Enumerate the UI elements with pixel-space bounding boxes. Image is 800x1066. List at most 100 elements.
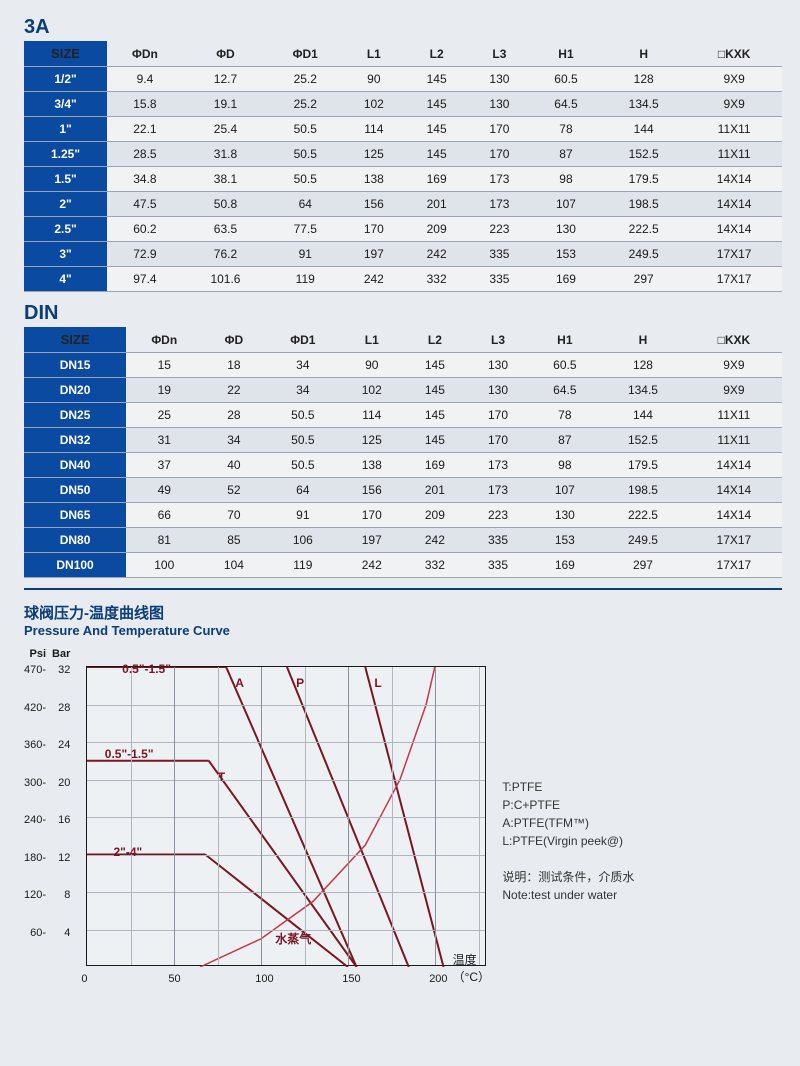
table-cell: 100 [126,553,202,578]
chart-annotation: 2"-4" [113,845,142,859]
table-cell: 31.8 [183,142,268,167]
table-cell: 169 [530,553,601,578]
y-tick-psi: 360- [24,739,46,751]
table-header-cell: H [600,327,686,353]
table-cell: 145 [405,117,468,142]
legend-item: L:PTFE(Virgin peek@) [502,832,634,850]
table-cell: 47.5 [107,192,183,217]
table-cell: 222.5 [601,217,686,242]
table-cell: 91 [268,242,342,267]
table-cell: 106 [265,528,340,553]
table-cell: 242 [340,553,403,578]
size-cell: 3/4" [24,92,107,117]
table-cell: 52 [202,478,265,503]
table-cell: 242 [342,267,405,292]
table-cell: 197 [342,242,405,267]
table-cell: 249.5 [600,528,686,553]
x-tick: 200 [429,973,447,985]
table-cell: 25.4 [183,117,268,142]
table-cell: 134.5 [601,92,686,117]
y-tick-bar: 24 [52,739,70,751]
table-cell: 145 [403,378,466,403]
table-cell: 9.4 [107,67,183,92]
table-cell: 201 [405,192,468,217]
table-cell: 97.4 [107,267,183,292]
table-cell: 50.5 [265,428,340,453]
table-row: DN151518349014513060.51289X9 [24,353,782,378]
table-cell: 64.5 [530,378,601,403]
table-cell: 50.5 [265,403,340,428]
table-cell: 332 [405,267,468,292]
table-cell: 223 [468,217,531,242]
chart-title-en: Pressure And Temperature Curve [24,623,782,638]
table-cell: 87 [531,142,601,167]
table-cell: 78 [530,403,601,428]
y-tick-bar: 4 [52,927,70,939]
table-cell: 173 [468,167,531,192]
table-row: 1/2"9.412.725.29014513060.51289X9 [24,67,782,92]
table-cell: 11X11 [686,142,782,167]
table-cell: 25 [126,403,202,428]
table-cell: 170 [466,403,529,428]
table-header-cell: SIZE [24,41,107,67]
table-cell: 128 [600,353,686,378]
table-cell: 134.5 [600,378,686,403]
x-tick: 0 [81,973,87,985]
table-cell: 34 [265,378,340,403]
table-cell: 102 [340,378,403,403]
size-cell: 1.5" [24,167,107,192]
table-row: 1"22.125.450.51141451707814411X11 [24,117,782,142]
y-tick-bar: 16 [52,814,70,826]
chart-annotation: L [374,676,381,690]
table-cell: 152.5 [600,428,686,453]
chart-area: Psi 470-420-360-300-240-180-120-60- Bar … [24,648,782,966]
table-cell: 87 [530,428,601,453]
size-cell: DN50 [24,478,126,503]
table-row: 1.25"28.531.850.512514517087152.511X11 [24,142,782,167]
table-header-cell: ΦD [183,41,268,67]
y-tick-psi: 120- [24,889,46,901]
legend-note-en: Note:test under water [502,886,634,904]
table-cell: 11X11 [686,117,782,142]
y-tick-bar: 12 [52,852,70,864]
table-cell: 145 [403,353,466,378]
table-cell: 63.5 [183,217,268,242]
size-cell: DN100 [24,553,126,578]
table-cell: 98 [531,167,601,192]
table-cell: 170 [468,142,531,167]
table-cell: 98 [530,453,601,478]
size-cell: DN25 [24,403,126,428]
table-cell: 40 [202,453,265,478]
table-cell: 138 [342,167,405,192]
table-cell: 130 [468,67,531,92]
chart-annotation: P [296,676,304,690]
table-cell: 153 [531,242,601,267]
size-cell: 1.25" [24,142,107,167]
table-cell: 297 [600,553,686,578]
table-header-cell: □KXK [686,41,782,67]
table-cell: 11X11 [686,428,782,453]
table-header-cell: ΦDn [107,41,183,67]
table-din-title: DIN [24,302,782,325]
table-cell: 130 [466,378,529,403]
size-cell: 1" [24,117,107,142]
table-cell: 78 [531,117,601,142]
table-header-cell: H [601,41,686,67]
table-cell: 130 [466,353,529,378]
table-cell: 34.8 [107,167,183,192]
table-cell: 60.5 [531,67,601,92]
table-cell: 17X17 [686,267,782,292]
table-header-cell: L2 [403,327,466,353]
table-cell: 34 [265,353,340,378]
legend: T:PTFEP:C+PTFEA:PTFE(TFM™)L:PTFE(Virgin … [502,778,634,904]
table-cell: 152.5 [601,142,686,167]
table-cell: 335 [466,553,529,578]
table-cell: 77.5 [268,217,342,242]
legend-item: A:PTFE(TFM™) [502,814,634,832]
table-header-cell: L3 [468,41,531,67]
y-tick-psi: 240- [24,814,46,826]
table-cell: 335 [468,242,531,267]
x-tick: 100 [255,973,273,985]
size-cell: DN40 [24,453,126,478]
table-cell: 138 [340,453,403,478]
